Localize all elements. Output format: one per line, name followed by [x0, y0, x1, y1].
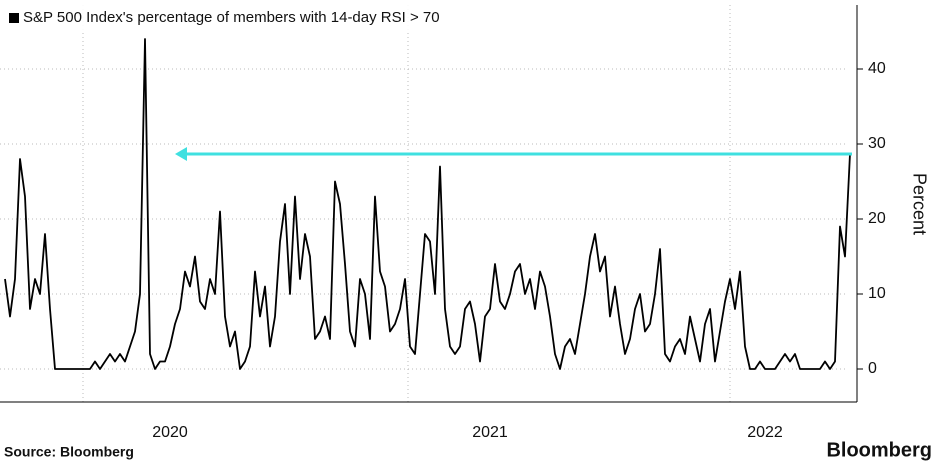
y-tick-label: 10	[868, 285, 886, 302]
legend-swatch	[9, 13, 19, 23]
x-tick-label: 2021	[472, 424, 508, 441]
x-tick-label: 2022	[747, 424, 783, 441]
y-tick-label: 40	[868, 60, 886, 77]
y-tick-label: 30	[868, 135, 886, 152]
line-series	[4, 38, 851, 370]
legend-box	[3, 4, 423, 32]
brand: Bloomberg	[826, 439, 932, 461]
legend-label: S&P 500 Index's percentage of members wi…	[23, 9, 440, 26]
x-tick-label: 2020	[152, 424, 188, 441]
y-tick-label: 0	[868, 360, 877, 377]
source: Source: Bloomberg	[4, 444, 134, 460]
y-tick-label: 20	[868, 210, 886, 227]
plot: 0 10 20 30 40 2020 2021 2022	[0, 38, 886, 441]
arrow-head	[175, 147, 187, 161]
grid-vertical	[82, 5, 731, 402]
annotation-arrow	[175, 147, 852, 161]
y-axis-label: Percent	[909, 173, 929, 235]
